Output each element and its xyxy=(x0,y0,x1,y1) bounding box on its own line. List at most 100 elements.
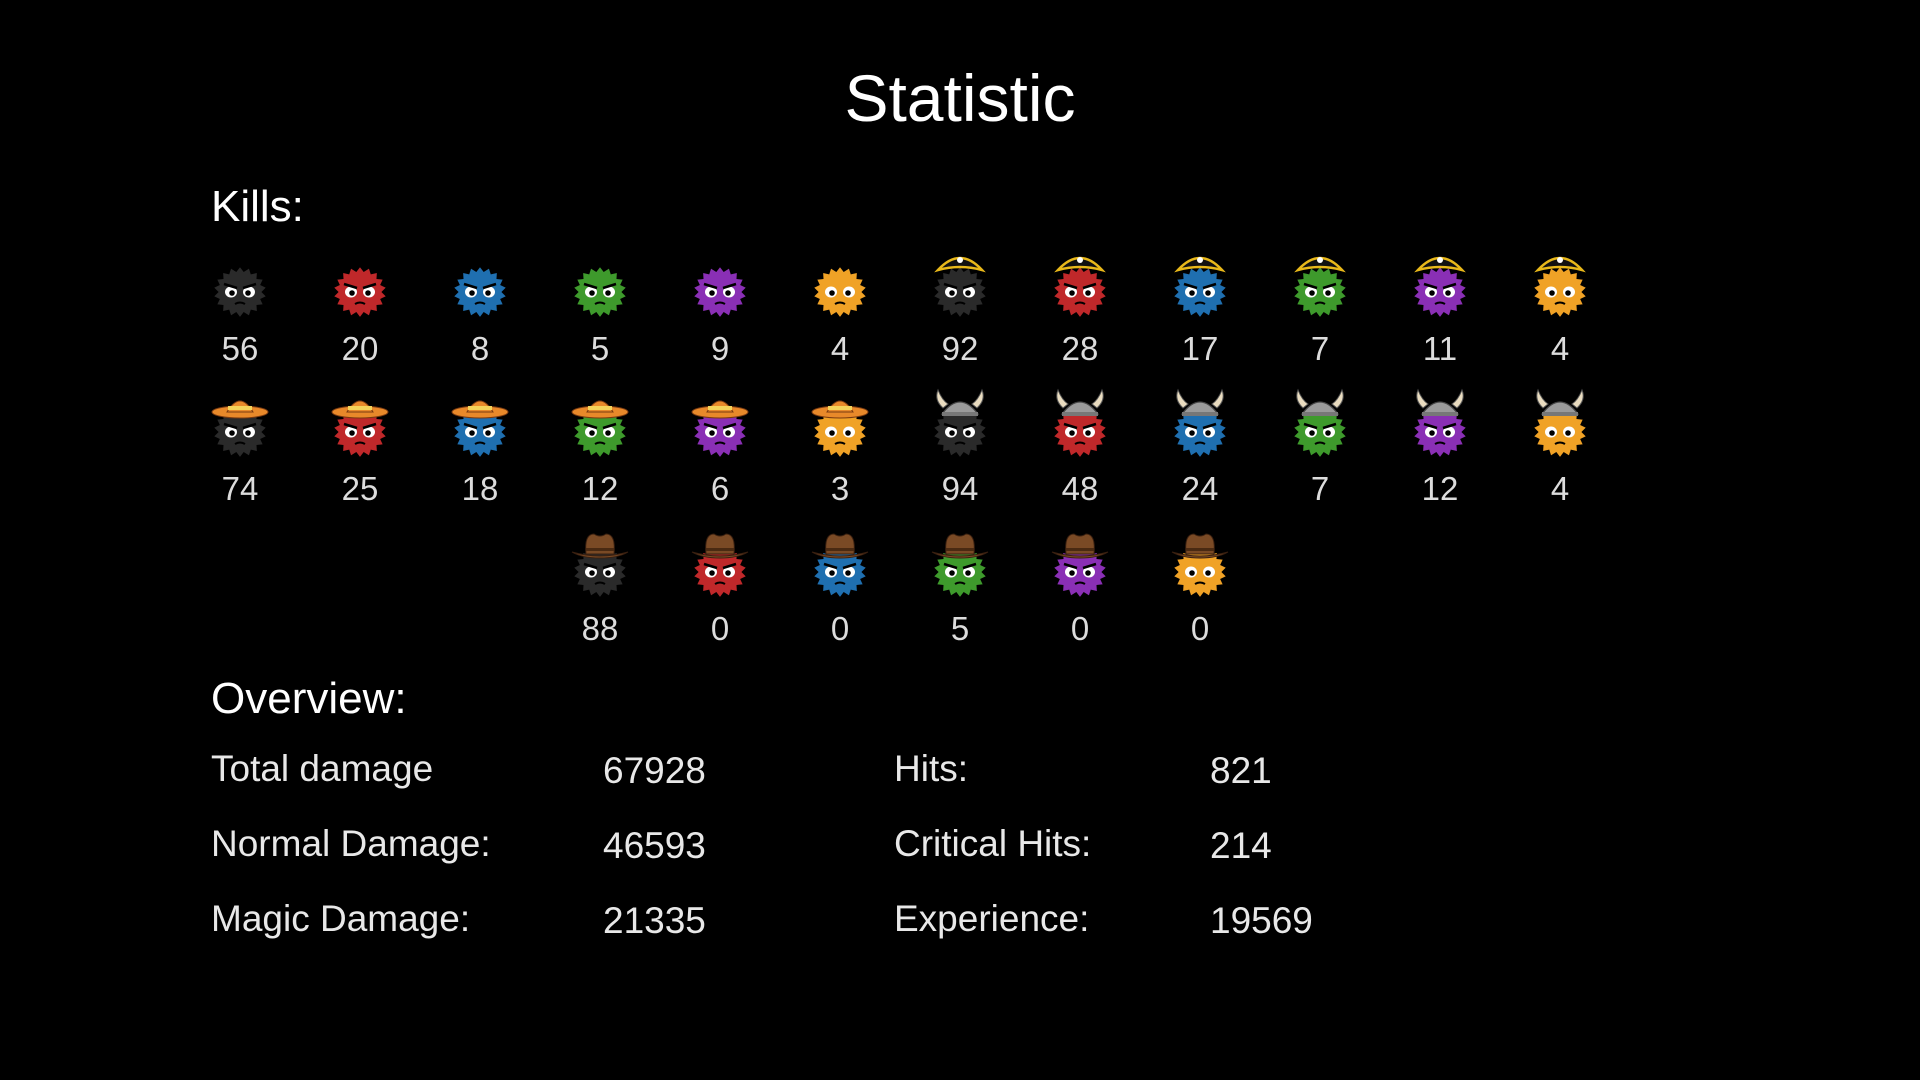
black-viking-monster-icon xyxy=(930,388,990,460)
kill-count: 11 xyxy=(1422,330,1458,367)
kill-entry: 88 xyxy=(540,528,660,658)
kill-entry: 4 xyxy=(1500,388,1620,518)
green-viking-monster-icon xyxy=(1290,388,1350,460)
kill-entry: 20 xyxy=(300,248,420,378)
kill-entry: 7 xyxy=(1260,248,1380,378)
kill-count: 48 xyxy=(1061,470,1099,507)
blue-viking-monster-icon xyxy=(1170,388,1230,460)
magic-damage-label: Magic Damage: xyxy=(211,898,471,939)
kill-entry: 94 xyxy=(900,388,1020,518)
kill-entry: 56 xyxy=(180,248,300,378)
black-pirate-monster-icon xyxy=(930,248,990,320)
red-sombrero-monster-icon xyxy=(330,388,390,460)
orange-viking-monster-icon xyxy=(1530,388,1590,460)
kill-entry: 12 xyxy=(1380,388,1500,518)
kill-count: 56 xyxy=(221,330,259,367)
orange-cowboy-monster-icon xyxy=(1170,528,1230,600)
experience-label: Experience: xyxy=(894,898,1090,939)
kill-entry: 7 xyxy=(1260,388,1380,518)
orange-monster-icon xyxy=(810,248,870,320)
kill-entry: 9 xyxy=(660,248,780,378)
kill-entry: 17 xyxy=(1140,248,1260,378)
overview-section-label: Overview: xyxy=(211,674,407,723)
kill-entry: 5 xyxy=(540,248,660,378)
kill-count: 12 xyxy=(1421,470,1459,507)
kill-count: 20 xyxy=(341,330,379,367)
kill-count: 5 xyxy=(950,610,970,647)
experience-value: 19569 xyxy=(1210,900,1313,941)
kill-count: 4 xyxy=(1550,330,1570,367)
kill-count: 24 xyxy=(1181,470,1219,507)
normal-damage-value: 46593 xyxy=(603,825,706,866)
kill-entry: 0 xyxy=(1140,528,1260,658)
red-viking-monster-icon xyxy=(1050,388,1110,460)
kill-entry: 28 xyxy=(1020,248,1140,378)
red-cowboy-monster-icon xyxy=(690,528,750,600)
kill-entry: 0 xyxy=(660,528,780,658)
kill-count: 0 xyxy=(1190,610,1210,647)
critical-hits-value: 214 xyxy=(1210,825,1272,866)
kill-entry: 11 xyxy=(1380,248,1500,378)
kill-count: 0 xyxy=(710,610,730,647)
black-cowboy-monster-icon xyxy=(570,528,630,600)
hits-value: 821 xyxy=(1210,750,1272,791)
kill-count: 9 xyxy=(710,330,730,367)
page-title: Statistic xyxy=(844,61,1076,135)
black-sombrero-monster-icon xyxy=(210,388,270,460)
kill-entry: 5 xyxy=(900,528,1020,658)
kill-count: 25 xyxy=(341,470,379,507)
purple-viking-monster-icon xyxy=(1410,388,1470,460)
kill-count: 18 xyxy=(461,470,499,507)
kill-entry: 4 xyxy=(1500,248,1620,378)
purple-pirate-monster-icon xyxy=(1410,248,1470,320)
kill-entry: 24 xyxy=(1140,388,1260,518)
red-monster-icon xyxy=(330,248,390,320)
kill-count: 88 xyxy=(581,610,619,647)
orange-sombrero-monster-icon xyxy=(810,388,870,460)
blue-pirate-monster-icon xyxy=(1170,248,1230,320)
red-pirate-monster-icon xyxy=(1050,248,1110,320)
kill-entry: 48 xyxy=(1020,388,1140,518)
kill-count: 4 xyxy=(1550,470,1570,507)
kill-count: 94 xyxy=(941,470,979,507)
total-damage-label: Total damage xyxy=(211,748,434,789)
kill-count: 12 xyxy=(581,470,619,507)
total-damage-value: 67928 xyxy=(603,750,706,791)
green-pirate-monster-icon xyxy=(1290,248,1350,320)
kill-count: 0 xyxy=(1070,610,1090,647)
kill-count: 7 xyxy=(1310,330,1330,367)
kill-entry: 25 xyxy=(300,388,420,518)
kill-count: 8 xyxy=(470,330,490,367)
kill-entry: 74 xyxy=(180,388,300,518)
black-monster-icon xyxy=(210,248,270,320)
kill-count: 5 xyxy=(590,330,610,367)
kill-entry: 0 xyxy=(780,528,900,658)
kill-entry: 0 xyxy=(1020,528,1140,658)
kill-entry: 3 xyxy=(780,388,900,518)
kills-section-label: Kills: xyxy=(211,182,304,231)
blue-sombrero-monster-icon xyxy=(450,388,510,460)
kill-count: 74 xyxy=(221,470,259,507)
purple-monster-icon xyxy=(690,248,750,320)
normal-damage-label: Normal Damage: xyxy=(211,823,491,864)
orange-pirate-monster-icon xyxy=(1530,248,1590,320)
hits-label: Hits: xyxy=(894,748,968,789)
kill-count: 0 xyxy=(830,610,850,647)
kill-entry: 12 xyxy=(540,388,660,518)
kill-count: 92 xyxy=(941,330,979,367)
blue-cowboy-monster-icon xyxy=(810,528,870,600)
green-monster-icon xyxy=(570,248,630,320)
kill-count: 17 xyxy=(1181,330,1219,367)
blue-monster-icon xyxy=(450,248,510,320)
purple-cowboy-monster-icon xyxy=(1050,528,1110,600)
green-cowboy-monster-icon xyxy=(930,528,990,600)
kill-count: 4 xyxy=(830,330,850,367)
purple-sombrero-monster-icon xyxy=(690,388,750,460)
kill-count: 28 xyxy=(1061,330,1099,367)
critical-hits-label: Critical Hits: xyxy=(894,823,1092,864)
kill-count: 3 xyxy=(830,470,850,507)
green-sombrero-monster-icon xyxy=(570,388,630,460)
kill-entry: 4 xyxy=(780,248,900,378)
kill-count: 6 xyxy=(710,470,730,507)
